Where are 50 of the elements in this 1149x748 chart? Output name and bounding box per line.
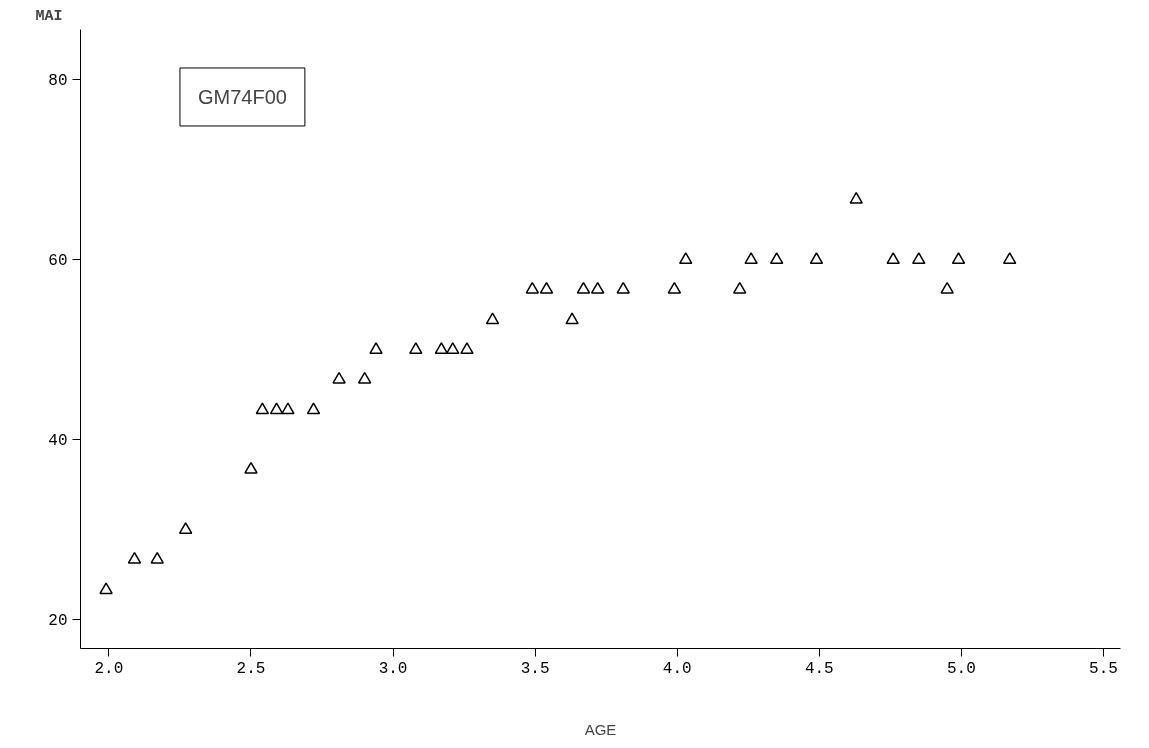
point [565, 312, 579, 325]
point [744, 252, 758, 265]
point [244, 461, 258, 474]
point [150, 551, 164, 564]
point [525, 281, 540, 294]
x-tick-label: 2.5 [236, 659, 266, 678]
point [732, 281, 747, 294]
x-axis-title: AGE [584, 720, 617, 738]
point [445, 342, 460, 355]
y-tick-label: 60 [48, 252, 68, 271]
x-tick-label: 3.0 [378, 659, 408, 678]
point [667, 281, 682, 294]
point [951, 252, 966, 265]
x-tick-label: 4.5 [804, 659, 834, 678]
y-tick-label: 20 [48, 612, 68, 631]
x-tick-label: 5.5 [1089, 659, 1118, 678]
point [460, 342, 474, 355]
point [616, 281, 630, 294]
point [590, 281, 605, 294]
point [332, 371, 346, 384]
point [281, 402, 295, 415]
y-tick-label: 80 [48, 72, 68, 91]
x-tick-label: 5.0 [946, 659, 976, 678]
point [849, 191, 863, 204]
point [809, 252, 824, 265]
point [1002, 252, 1017, 265]
point [434, 342, 449, 355]
point [178, 522, 193, 534]
point [679, 252, 693, 265]
x-tick-label: 2.0 [94, 659, 124, 678]
point [485, 312, 500, 325]
point [127, 551, 142, 564]
point [369, 342, 383, 355]
point [409, 342, 423, 355]
point [357, 371, 372, 384]
point [576, 281, 591, 294]
y-tick-label: 40 [48, 432, 68, 451]
annotation: GM74F00 [197, 85, 287, 108]
point [306, 402, 321, 415]
point [255, 402, 270, 415]
point [886, 252, 900, 265]
point [940, 281, 954, 294]
point [912, 252, 926, 265]
y-axis-title: MAI [35, 7, 63, 25]
point [539, 281, 554, 294]
point [269, 402, 284, 415]
x-tick-label: 3.5 [520, 659, 550, 678]
point [769, 252, 784, 265]
x-tick-label: 4.0 [662, 659, 692, 678]
point [99, 582, 113, 595]
